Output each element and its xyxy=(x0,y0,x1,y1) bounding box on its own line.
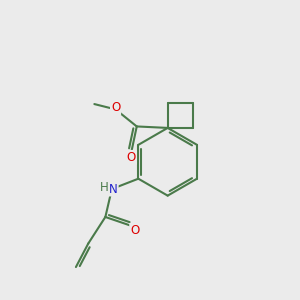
Text: O: O xyxy=(127,151,136,164)
Text: O: O xyxy=(111,101,120,114)
Text: O: O xyxy=(130,224,140,237)
Text: N: N xyxy=(109,182,118,196)
Text: H: H xyxy=(100,181,109,194)
